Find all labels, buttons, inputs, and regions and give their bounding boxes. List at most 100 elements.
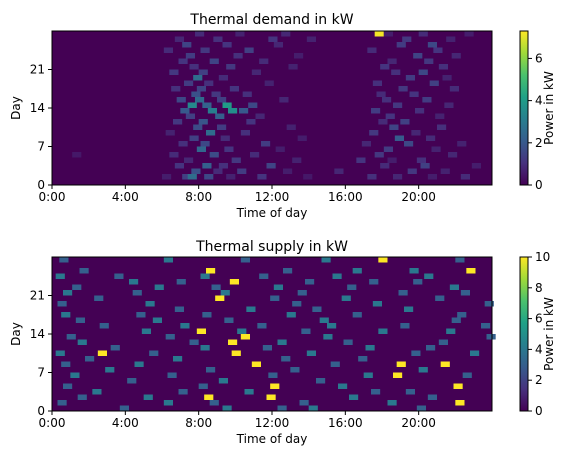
- x-tick-label: 4:00: [112, 416, 139, 430]
- heatmap-cell: [202, 102, 212, 108]
- heatmap-cell: [55, 350, 65, 356]
- heatmap-cell: [189, 64, 199, 70]
- colorbar-tick-label: 6: [535, 312, 543, 326]
- heatmap-cell: [449, 284, 459, 290]
- heatmap-cell: [319, 317, 329, 323]
- heatmap-cell: [193, 124, 203, 130]
- heatmap-cell: [341, 295, 351, 301]
- heatmap-cell: [426, 345, 436, 351]
- heatmap-cell: [162, 174, 172, 180]
- heatmap-cell: [416, 157, 426, 163]
- heatmap-cell: [55, 273, 65, 279]
- colorbar: [519, 256, 529, 412]
- heatmap-cell: [371, 389, 381, 395]
- heatmap-cell: [165, 130, 175, 136]
- heatmap-cell: [189, 339, 199, 345]
- heatmap-cell: [57, 400, 67, 406]
- heatmap-cell: [372, 80, 382, 86]
- heatmap-cell: [330, 361, 340, 367]
- heatmap-cell: [257, 174, 267, 180]
- heatmap-cell: [398, 86, 408, 92]
- heatmap-cell: [154, 284, 164, 290]
- heatmap-cell: [367, 174, 377, 180]
- heatmap-cell: [446, 328, 456, 334]
- heatmap-cell: [481, 323, 491, 329]
- heatmap-cell: [387, 157, 397, 163]
- heatmap-cell: [389, 124, 399, 130]
- heatmap-cell: [239, 108, 249, 114]
- heatmap-cell: [294, 53, 304, 59]
- chart-title: Thermal demand in kW: [189, 12, 353, 28]
- heatmap-cell: [180, 108, 190, 114]
- heatmap-cell: [393, 372, 403, 378]
- heatmap-cell: [206, 130, 216, 136]
- heatmap-cell: [438, 339, 448, 345]
- heatmap-cell: [378, 257, 388, 263]
- heatmap-cell: [383, 31, 393, 37]
- heatmap-cell: [405, 75, 415, 81]
- heatmap-cell: [173, 356, 183, 362]
- y-tick-label: 7: [37, 140, 45, 154]
- heatmap-cell: [119, 405, 129, 411]
- heatmap-cell: [235, 31, 245, 37]
- heatmap-cell: [129, 279, 139, 285]
- heatmap-cell: [464, 31, 474, 37]
- heatmap-cell: [200, 47, 210, 53]
- heatmap-cell: [63, 383, 73, 389]
- heatmap-cell: [244, 47, 254, 53]
- heatmap-panel-1: Thermal demand in kW 0:00 4:00 8:00 12:00 16:…: [9, 12, 556, 220]
- heatmap-cell: [222, 405, 232, 411]
- heatmap-cell: [233, 53, 243, 59]
- heatmap-cell: [383, 146, 393, 152]
- heatmap-cell: [371, 108, 381, 114]
- colorbar-tick-label: 4: [535, 94, 543, 108]
- heatmap-cell: [97, 350, 107, 356]
- x-tick-label: 12:00: [255, 416, 290, 430]
- heatmap-cell: [332, 273, 342, 279]
- heatmap-cell: [237, 168, 247, 174]
- colorbar-tick-label: 10: [535, 250, 550, 264]
- heatmap-cell: [409, 91, 419, 97]
- heatmap-cell: [277, 339, 287, 345]
- heatmap-cell: [273, 42, 283, 48]
- heatmap-cell: [374, 31, 384, 37]
- heatmap-cell: [59, 257, 69, 263]
- heatmap-cell: [409, 268, 419, 274]
- colorbar-tick-label: 2: [535, 373, 543, 387]
- heatmap-cell: [251, 69, 261, 75]
- heatmap-cell: [57, 301, 67, 307]
- heatmap-cell: [110, 345, 120, 351]
- heatmap-cell: [169, 152, 179, 158]
- heatmap-cell: [396, 361, 406, 367]
- heatmap-cell: [387, 58, 397, 64]
- heatmap-cell: [455, 257, 465, 263]
- heatmap-cell: [196, 146, 206, 152]
- heatmap-cell: [187, 174, 197, 180]
- heatmap-cell: [206, 268, 216, 274]
- heatmap-cell: [165, 334, 175, 340]
- heatmap-cell: [286, 312, 296, 318]
- y-tick-label: 21: [30, 63, 45, 77]
- heatmap-cell: [200, 141, 210, 147]
- colorbar-tick-label: 4: [535, 342, 543, 356]
- heatmap-cell: [206, 367, 216, 373]
- heatmap-cell: [365, 345, 375, 351]
- heatmap-cell: [270, 383, 280, 389]
- heatmap-cell: [191, 168, 201, 174]
- heatmap-cell: [75, 317, 85, 323]
- heatmap-cell: [283, 168, 293, 174]
- heatmap-cell: [273, 284, 283, 290]
- heatmap-cell: [176, 279, 186, 285]
- heatmap-cell: [176, 97, 186, 103]
- heatmap-cell: [398, 290, 408, 296]
- y-tick-label: 7: [37, 366, 45, 380]
- heatmap-cell: [376, 91, 386, 97]
- heatmap-cell: [448, 152, 458, 158]
- heatmap-cell: [215, 113, 225, 119]
- heatmap-cell: [178, 58, 188, 64]
- heatmap-cell: [193, 75, 203, 81]
- heatmap-cell: [400, 323, 410, 329]
- heatmap-cell: [393, 102, 403, 108]
- heatmap-cell: [431, 146, 441, 152]
- heatmap-cell: [222, 42, 232, 48]
